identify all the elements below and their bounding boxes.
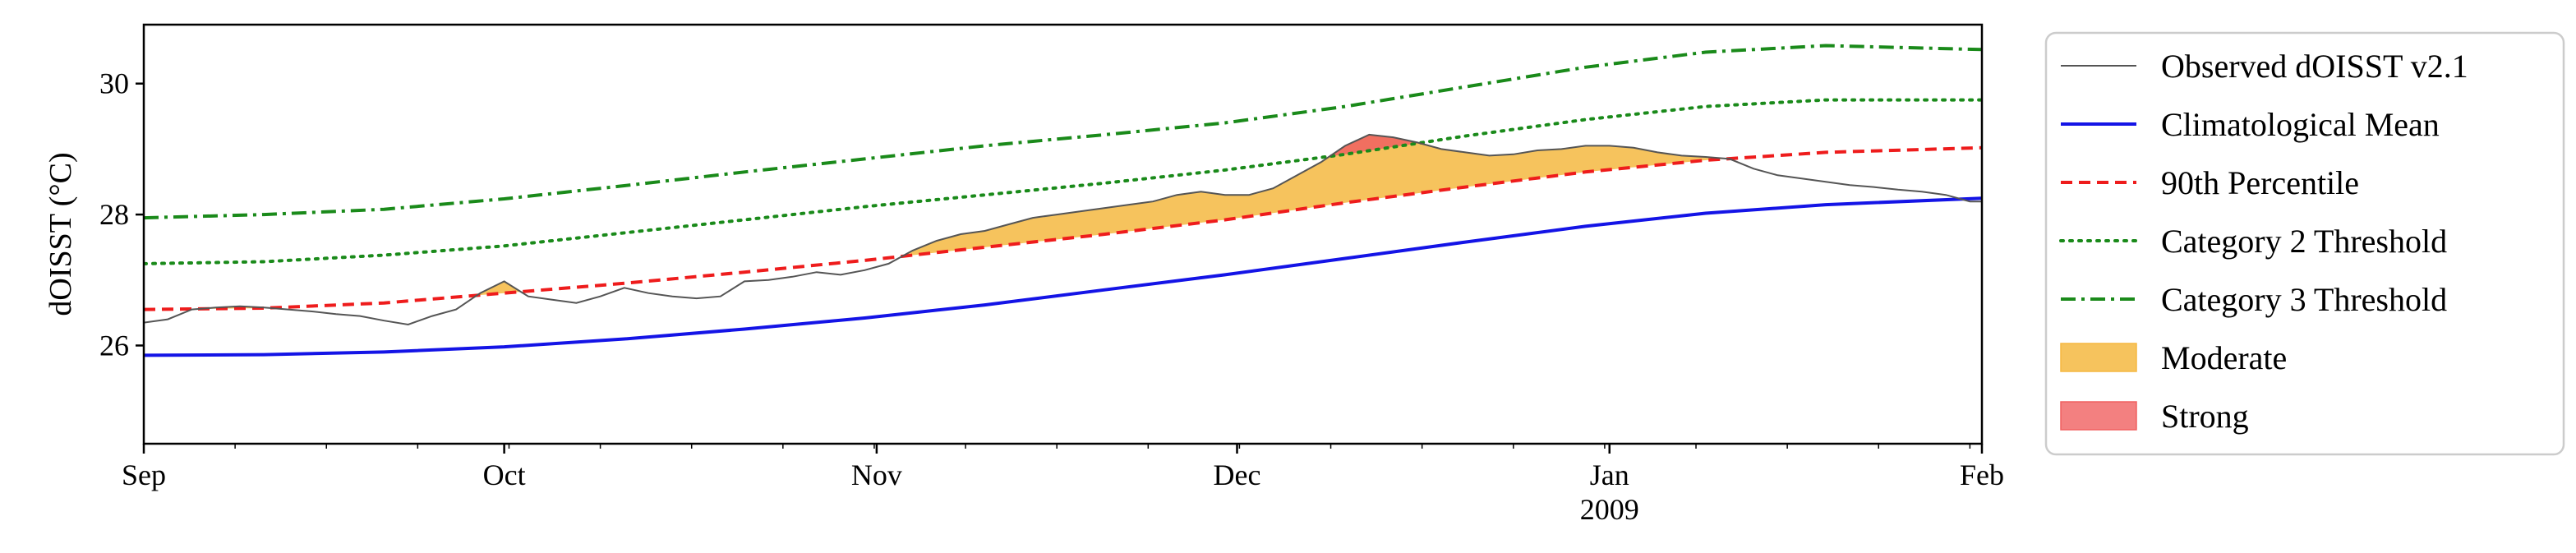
- legend-label-moderate: Moderate: [2161, 339, 2287, 376]
- strong-fill: [1329, 134, 1417, 157]
- y-tick-label: 26: [99, 329, 129, 362]
- plot-area: [144, 44, 1982, 357]
- x-tick-label: Nov: [851, 459, 902, 491]
- plot-frame: [142, 23, 1984, 445]
- legend-swatch-moderate: [2060, 343, 2137, 372]
- legend-label-strong: Strong: [2161, 398, 2249, 435]
- x-axis: Sep Oct Nov Dec Jan Feb 2009: [122, 444, 2004, 526]
- x-tick-label: Dec: [1214, 459, 1261, 491]
- moderate-fill: [903, 134, 1727, 256]
- legend: Observed dOISST v2.1 Climatological Mean 9…: [2044, 31, 2565, 456]
- x-year-label: 2009: [1580, 493, 1639, 526]
- x-tick-label: Oct: [483, 459, 526, 491]
- climatological-mean-line: [144, 196, 1982, 357]
- category-2-threshold-line: [144, 98, 1982, 265]
- y-axis: 26 28 30: [99, 67, 144, 362]
- y-axis-label: dOISST (°C): [44, 152, 78, 316]
- observed-doisst-v2-1-line: [144, 133, 1982, 326]
- legend-label-climatological-mean: Climatological Mean: [2161, 106, 2440, 143]
- x-tick-label: Feb: [1960, 459, 2004, 491]
- y-tick-label: 28: [99, 198, 129, 231]
- x-tick-label: Sep: [122, 459, 166, 491]
- legend-label-category-2-threshold: Category 2 Threshold: [2161, 223, 2447, 260]
- 90th-percentile-line: [144, 145, 1982, 311]
- category-3-threshold-line: [144, 44, 1982, 220]
- legend-label-observed-doisst-v2-1: Observed dOISST v2.1: [2161, 48, 2468, 85]
- legend-box: [2044, 31, 2565, 456]
- legend-swatch-strong: [2060, 401, 2137, 431]
- y-tick-label: 30: [99, 67, 129, 100]
- legend-label-90th-percentile: 90th Percentile: [2161, 164, 2359, 201]
- x-tick-label: Jan: [1590, 459, 1629, 491]
- legend-label-category-3-threshold: Category 3 Threshold: [2161, 281, 2447, 318]
